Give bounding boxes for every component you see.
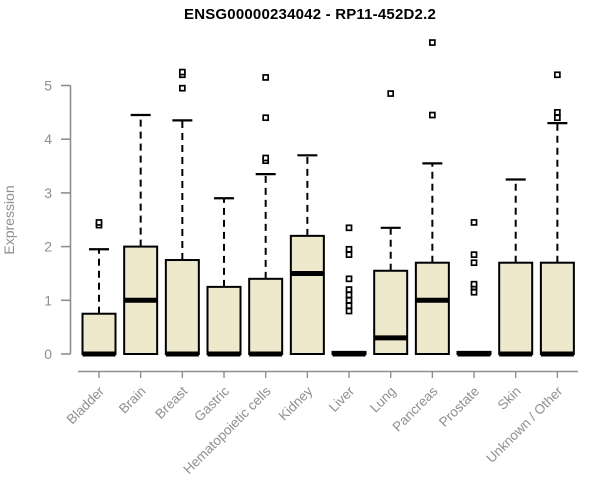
x-tick-label-skin: Skin bbox=[495, 384, 524, 413]
x-tick-label-lung: Lung bbox=[367, 384, 399, 416]
outlier-Breast bbox=[178, 68, 186, 76]
outlier-Liver bbox=[345, 296, 353, 304]
x-tick-label-liver: Liver bbox=[326, 383, 358, 415]
outlier-Prostate bbox=[470, 219, 478, 226]
outlier-Liver bbox=[345, 286, 353, 293]
y-tick-label: 5 bbox=[44, 78, 52, 94]
outlier-Unknown / Other bbox=[554, 114, 561, 122]
y-tick-label: 4 bbox=[44, 131, 52, 147]
box-Breast bbox=[164, 259, 200, 355]
box-Pancreas bbox=[414, 261, 450, 355]
outlier-Prostate bbox=[470, 288, 478, 296]
y-tick-label: 2 bbox=[44, 239, 52, 255]
outlier-Liver bbox=[345, 245, 353, 253]
box-Hematopoietic cells bbox=[248, 277, 284, 356]
y-tick-label: 3 bbox=[44, 185, 52, 201]
outlier-Hematopoietic cells bbox=[262, 154, 270, 162]
box-Gastric bbox=[206, 285, 242, 355]
outlier-Unknown / Other bbox=[554, 71, 561, 79]
outlier-Unknown / Other bbox=[554, 108, 561, 116]
outlier-Hematopoietic cells bbox=[262, 114, 270, 122]
outlier-Prostate bbox=[470, 259, 478, 267]
x-tick-label-pancreas: Pancreas bbox=[390, 383, 441, 434]
outlier-Liver bbox=[345, 224, 353, 232]
outlier-Prostate bbox=[470, 280, 478, 288]
x-tick-label-bladder: Bladder bbox=[64, 383, 108, 427]
y-tick-label: 1 bbox=[44, 292, 52, 308]
outlier-Prostate bbox=[470, 251, 478, 259]
y-axis-title: Expression bbox=[1, 185, 17, 254]
box-Lung bbox=[373, 269, 409, 356]
outlier-Bladder bbox=[95, 219, 103, 226]
outlier-Liver bbox=[345, 307, 353, 315]
x-tick-label-kidney: Kidney bbox=[276, 383, 316, 423]
x-tick-label-brain: Brain bbox=[116, 384, 149, 417]
box-Bladder bbox=[81, 312, 117, 356]
x-tick-label-breast: Breast bbox=[152, 383, 190, 421]
outlier-Liver bbox=[345, 251, 353, 259]
box-Kidney bbox=[289, 234, 325, 355]
x-tick-label-prostate: Prostate bbox=[436, 384, 482, 430]
outlier-Hematopoietic cells bbox=[262, 74, 270, 81]
chart-title: ENSG00000234042 - RP11-452D2.2 bbox=[183, 6, 436, 23]
outlier-Liver bbox=[345, 291, 353, 299]
x-tick-label-unknown-other: Unknown / Other bbox=[483, 383, 566, 466]
box-Skin bbox=[498, 261, 534, 355]
box-Unknown / Other bbox=[539, 261, 575, 355]
outlier-Pancreas bbox=[429, 111, 436, 119]
x-tick-label-gastric: Gastric bbox=[191, 383, 232, 424]
outlier-Liver bbox=[345, 275, 353, 283]
y-tick-label: 0 bbox=[44, 346, 52, 362]
outlier-Pancreas bbox=[429, 39, 436, 46]
outlier-Lung bbox=[387, 90, 395, 97]
outlier-Liver bbox=[345, 302, 353, 310]
outlier-Breast bbox=[178, 84, 186, 92]
